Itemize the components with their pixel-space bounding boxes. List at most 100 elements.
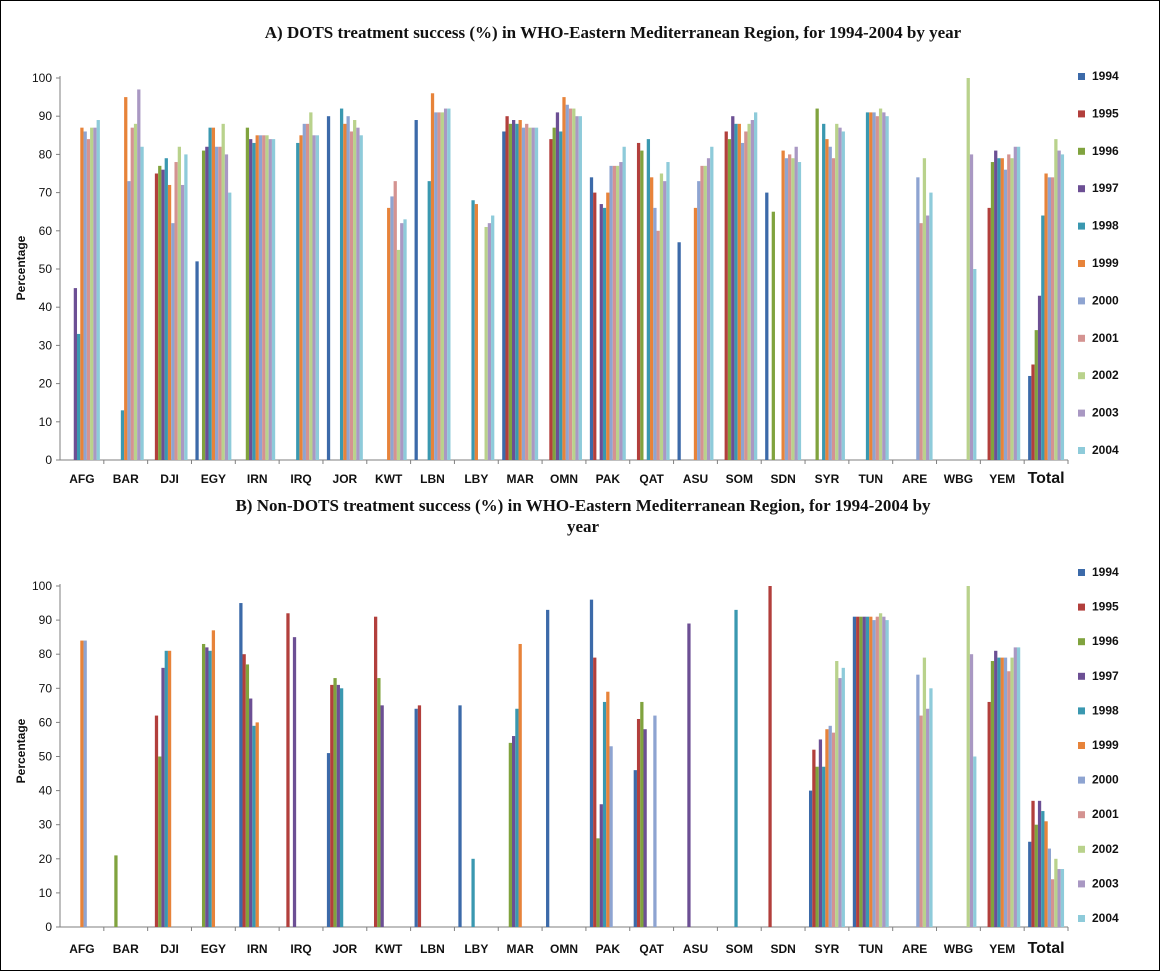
bar: [740, 142, 745, 460]
bar: [400, 223, 404, 460]
bar: [919, 715, 923, 927]
legend-label: 1997: [1092, 669, 1119, 683]
bar: [508, 123, 513, 460]
bar: [154, 173, 159, 460]
x-tick-label: LBN: [420, 472, 445, 486]
bar: [414, 120, 418, 461]
bar: [515, 123, 519, 460]
bar: [562, 97, 566, 460]
bar: [593, 192, 597, 460]
bar: [174, 162, 178, 461]
bar: [612, 165, 616, 461]
bar: [994, 150, 998, 460]
bar: [262, 135, 266, 461]
bar: [1003, 169, 1008, 460]
bar: [926, 215, 930, 460]
bar: [1031, 800, 1035, 927]
bar: [1010, 158, 1014, 460]
x-tick-label: SYR: [815, 472, 840, 486]
bar: [249, 698, 253, 927]
bar: [589, 599, 594, 927]
bar: [309, 112, 313, 460]
x-tick-label: IRN: [247, 472, 268, 486]
legend-label: 1996: [1092, 634, 1119, 648]
x-tick-label: MAR: [507, 942, 535, 956]
legend-swatch: [1078, 147, 1085, 155]
bar: [869, 616, 873, 927]
bar: [434, 112, 438, 460]
bar: [208, 650, 212, 927]
y-axis-label: Percentage: [14, 235, 28, 300]
bar: [602, 207, 607, 460]
x-tick-label: JOR: [333, 942, 358, 956]
bar: [114, 855, 118, 927]
bar: [1028, 375, 1032, 460]
bar: [249, 139, 253, 460]
bar: [1007, 154, 1011, 460]
bar: [265, 135, 269, 461]
bar: [916, 177, 920, 460]
bar: [825, 729, 829, 927]
bar: [1041, 811, 1045, 927]
bar: [93, 127, 97, 460]
bar: [154, 715, 159, 927]
bar: [167, 184, 172, 460]
bar: [164, 158, 168, 460]
bar: [359, 135, 363, 461]
bar: [1047, 177, 1051, 460]
legend-label: 2001: [1092, 331, 1119, 345]
bar: [812, 749, 816, 927]
bar: [552, 127, 556, 460]
bar: [737, 123, 741, 460]
x-tick-label: WBG: [944, 472, 973, 486]
x-tick-label: KWT: [375, 942, 403, 956]
bar: [929, 688, 933, 927]
x-tick-label: QAT: [639, 472, 664, 486]
bar: [437, 112, 441, 460]
y-tick-label: 10: [39, 415, 53, 429]
bar: [534, 127, 539, 460]
bar: [83, 131, 87, 461]
x-tick-label: SOM: [726, 472, 753, 486]
bar: [865, 112, 870, 460]
bar: [650, 177, 654, 460]
legend-label: 2003: [1092, 406, 1119, 420]
x-tick-label: JOR: [333, 472, 358, 486]
bar: [349, 131, 354, 461]
bar: [835, 123, 839, 460]
x-tick-label: LBN: [420, 942, 445, 956]
bar: [659, 173, 664, 460]
bar: [1016, 647, 1021, 927]
bar: [245, 127, 250, 460]
x-tick-label: EGY: [201, 472, 226, 486]
legend-label: 2000: [1092, 773, 1119, 787]
bar: [255, 722, 259, 927]
bar: [859, 616, 863, 927]
bar: [521, 127, 526, 460]
bar: [1016, 146, 1021, 460]
bar: [430, 93, 435, 460]
bar: [396, 249, 401, 460]
legend-label: 1996: [1092, 144, 1119, 158]
bar: [653, 207, 657, 460]
bar: [700, 165, 704, 461]
bar: [417, 705, 422, 927]
bar: [339, 688, 344, 927]
bar: [885, 116, 889, 460]
bar: [966, 78, 970, 460]
bar: [596, 838, 600, 927]
x-tick-label: IRQ: [290, 472, 311, 486]
bar: [878, 108, 883, 460]
bar: [677, 242, 681, 460]
bar: [127, 181, 131, 460]
bar: [615, 165, 620, 461]
bar: [916, 674, 920, 927]
bar: [531, 127, 535, 460]
bar: [838, 127, 842, 460]
bar: [771, 211, 775, 460]
bar: [346, 116, 350, 460]
bar: [211, 127, 216, 460]
bar: [808, 790, 813, 927]
legend-label: 1995: [1092, 600, 1119, 614]
bar: [387, 207, 391, 460]
